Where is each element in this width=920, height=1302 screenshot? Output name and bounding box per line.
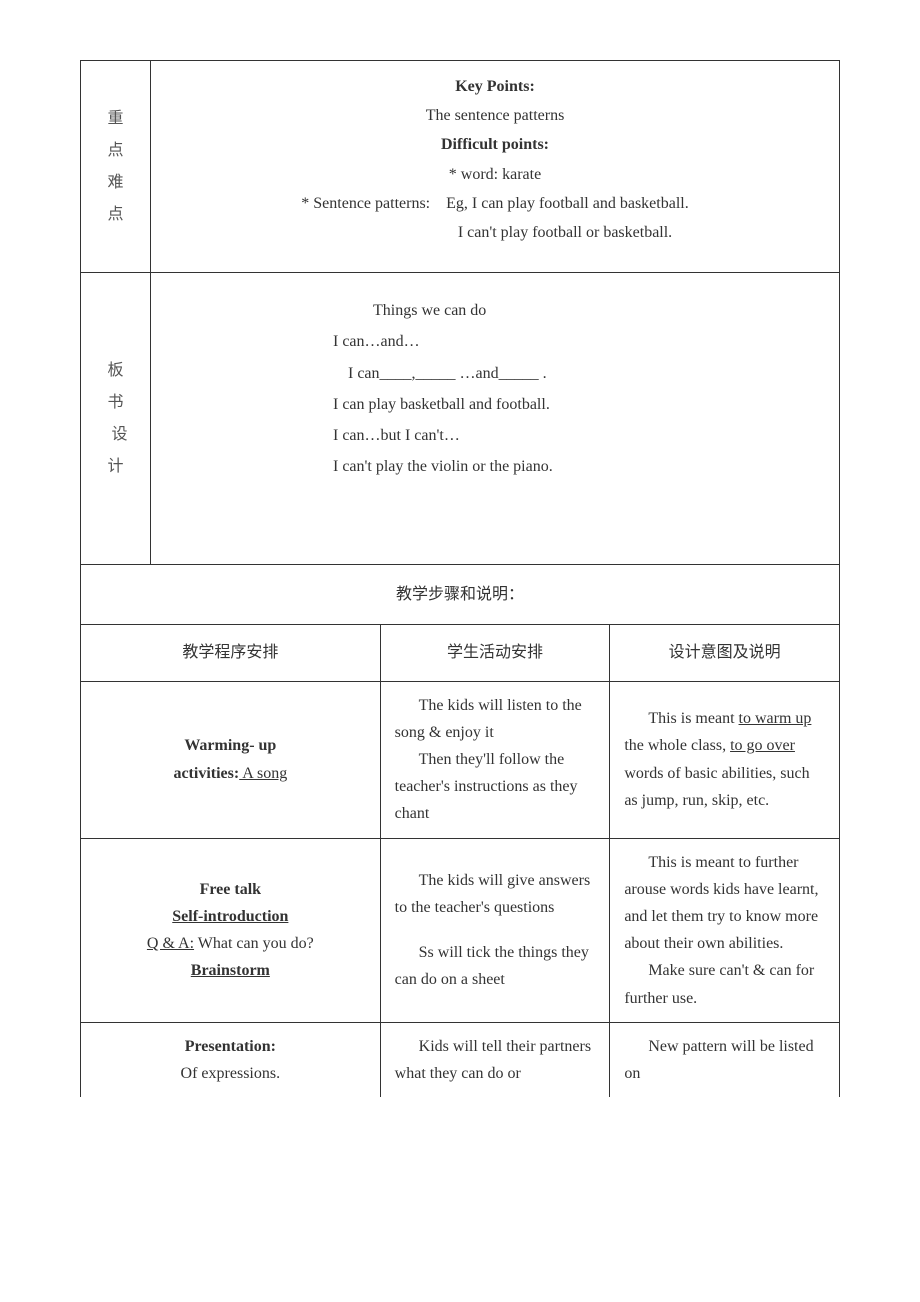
intent-text: New pattern will be listed on	[624, 1033, 825, 1087]
keypoints-row: 重 点 难 点 Key Points: The sentence pattern…	[81, 61, 840, 273]
keypoints-sentence: The sentence patterns	[163, 102, 827, 129]
label-char: 设	[93, 419, 138, 451]
board-line: I can…and…	[163, 328, 827, 355]
steps-heading-row: 教学步骤和说明：	[81, 565, 840, 625]
student-text: Ss will tick the things they can do on a…	[395, 939, 596, 993]
keypoints-label: 重 点 难 点	[81, 61, 151, 273]
label-char: 书	[93, 387, 138, 419]
prog-line: What can you do?	[194, 935, 314, 952]
difficult-title: Difficult points:	[441, 136, 549, 153]
label-char: 点	[93, 199, 138, 231]
col-intent: 设计意图及说明	[610, 625, 840, 681]
prog-line: Warming- up	[184, 737, 276, 754]
intent-text: This is meant	[648, 854, 734, 871]
difficult-sp-eg1: Eg, I can play football and basketball.	[446, 195, 689, 212]
col-program: 教学程序安排	[81, 625, 381, 681]
prog-line: activities:	[173, 765, 239, 782]
prog-line: Presentation:	[185, 1038, 276, 1055]
board-line: Things we can do	[163, 297, 827, 324]
step-row: Warming- up activities: A song The kids …	[81, 681, 840, 838]
student-text: Kids will tell their partners what they …	[395, 1033, 596, 1087]
student-text: The kids will listen to the song & enjoy…	[395, 692, 596, 746]
student-cell: The kids will listen to the song & enjoy…	[380, 681, 610, 838]
intent-cell: This is meant to further arouse words ki…	[610, 838, 840, 1022]
board-line: I can't play the violin or the piano.	[163, 453, 827, 480]
board-line: I can play basketball and football.	[163, 391, 827, 418]
prog-line: Of expressions.	[93, 1060, 368, 1087]
intent-text: the whole class,	[624, 737, 730, 754]
board-row: 板 书 设 计 Things we can do I can…and… I ca…	[81, 273, 840, 565]
board-content: Things we can do I can…and… I can____,__…	[151, 273, 840, 565]
student-text: Then they'll follow the teacher's instru…	[395, 746, 596, 828]
label-char: 重	[93, 103, 138, 135]
program-cell: Presentation: Of expressions.	[81, 1022, 381, 1097]
step-row: Presentation: Of expressions. Kids will …	[81, 1022, 840, 1097]
board-label: 板 书 设 计	[81, 273, 151, 565]
steps-columns-row: 教学程序安排 学生活动安排 设计意图及说明	[81, 625, 840, 681]
board-line: I can…but I can't…	[163, 422, 827, 449]
prog-line: Brainstorm	[191, 962, 270, 979]
student-text: The kids will give answers to the teache…	[395, 867, 596, 921]
label-char: 板	[93, 355, 138, 387]
intent-text: words of basic abilities, such as jump, …	[624, 765, 809, 809]
program-cell: Free talk Self-introduction Q & A: What …	[81, 838, 381, 1022]
difficult-sp-label: * Sentence patterns:	[301, 195, 430, 212]
intent-text: to warm up	[739, 710, 812, 727]
intent-text: to go over	[730, 737, 795, 754]
keypoints-title: Key Points:	[455, 78, 535, 95]
step-row: Free talk Self-introduction Q & A: What …	[81, 838, 840, 1022]
student-cell: Kids will tell their partners what they …	[380, 1022, 610, 1097]
label-char: 点	[93, 135, 138, 167]
steps-heading: 教学步骤和说明：	[81, 565, 840, 625]
prog-line: Free talk	[200, 881, 261, 898]
program-cell: Warming- up activities: A song	[81, 681, 381, 838]
label-char: 计	[93, 451, 138, 483]
prog-line: Self-introduction	[172, 908, 288, 925]
intent-text: Make sure can't & can for further use.	[624, 957, 825, 1011]
intent-text: This is meant	[648, 710, 738, 727]
difficult-word: * word: karate	[163, 161, 827, 188]
board-line: I can____,_____ …and_____ .	[163, 360, 827, 387]
student-cell: The kids will give answers to the teache…	[380, 838, 610, 1022]
lesson-plan-table: 重 点 难 点 Key Points: The sentence pattern…	[80, 60, 840, 1097]
prog-line: Q & A:	[147, 935, 194, 952]
prog-line: A song	[239, 765, 287, 782]
intent-cell: New pattern will be listed on	[610, 1022, 840, 1097]
difficult-sp-eg2: I can't play football or basketball.	[458, 224, 672, 241]
label-char: 难	[93, 167, 138, 199]
intent-cell: This is meant to warm up the whole class…	[610, 681, 840, 838]
keypoints-content: Key Points: The sentence patterns Diffic…	[151, 61, 840, 273]
col-student: 学生活动安排	[380, 625, 610, 681]
